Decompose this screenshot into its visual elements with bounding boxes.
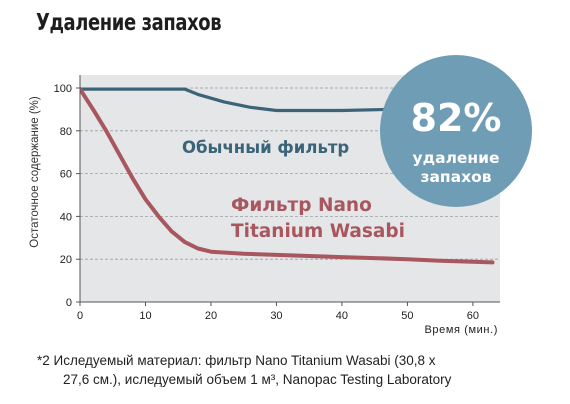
callout-badge: 82% удаление запахов (380, 55, 532, 207)
x-tick-label-40: 40 (336, 310, 348, 322)
series-label-nano-line1: Фильтр Nano (231, 195, 372, 216)
y-tick-label-100: 100 (54, 83, 72, 95)
axes (79, 75, 500, 303)
y-tick-label-60: 60 (60, 169, 72, 181)
series-label-nano-line2: Titanium Wasabi (231, 221, 405, 242)
series-label-regular-filter: Обычный фильтр (182, 138, 349, 157)
y-tick-label-20: 20 (60, 254, 72, 266)
callout-value: 82% (411, 96, 502, 140)
x-tick-label-0: 0 (77, 310, 83, 322)
x-tick-label-10: 10 (139, 310, 151, 322)
footnote-line1: *2 Иследуемый материал: фильтр Nano Tita… (37, 353, 436, 368)
series-line-regular-filter (80, 87, 390, 113)
callout-line2: запахов (420, 168, 491, 186)
callout-circle (380, 55, 532, 207)
series-lines (80, 87, 495, 265)
y-tick-labels: 0 20 40 60 80 100 (54, 83, 80, 309)
x-axis-label: Время (мин.) (424, 324, 498, 336)
y-tick-label-40: 40 (60, 211, 72, 223)
x-tick-label-30: 30 (270, 310, 282, 322)
x-tick-label-20: 20 (205, 310, 217, 322)
footnote-line2: 27,6 см.), иследуемый объем 1 м³, Nanopa… (63, 372, 452, 387)
y-tick-label-0: 0 (66, 297, 72, 309)
y-tick-label-80: 80 (60, 126, 72, 138)
x-tick-label-50: 50 (401, 310, 413, 322)
series-line-nano-titanium-wasabi (80, 87, 495, 265)
footnote: *2 Иследуемый материал: фильтр Nano Tita… (37, 351, 557, 389)
x-tick-labels: 0 10 20 30 40 50 60 (77, 302, 479, 322)
y-axis-label: Остаточное содержание (%) (29, 96, 41, 248)
callout-line1: удаление (412, 149, 499, 167)
x-tick-label-60: 60 (467, 310, 479, 322)
page-title: Удаление запахов (36, 10, 222, 36)
